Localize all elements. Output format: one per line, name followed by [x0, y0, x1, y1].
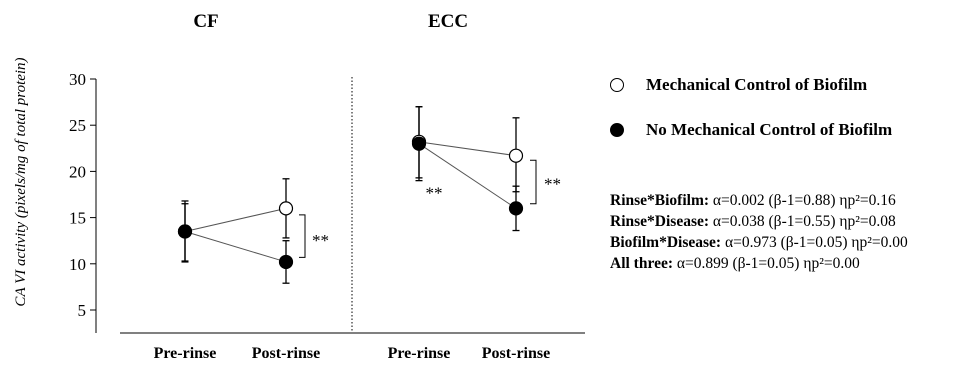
- significance-label: **: [426, 184, 443, 203]
- data-point-filled: [411, 136, 427, 151]
- series-line: [184, 207, 287, 232]
- x-tick-label: Pre-rinse: [388, 345, 451, 362]
- x-tick-label: Post-rinse: [482, 345, 550, 362]
- significance-bracket: [530, 159, 537, 205]
- legend-label-mechanical-control: Mechanical Control of Biofilm: [646, 75, 868, 94]
- data-point-filled: [177, 224, 193, 239]
- x-tick-label: Post-rinse: [252, 345, 320, 362]
- significance-label: **: [312, 231, 329, 250]
- y-axis-label-group: CA VI activity (pixels/mg of total prote…: [13, 57, 29, 306]
- data-point-filled: [278, 254, 294, 270]
- stat-term: Biofilm*Disease:: [610, 234, 722, 251]
- significance-bracket: [299, 214, 306, 258]
- plot-marks: CF Pre-rinse Post-rinse ECC Pre-rinse Post-ri…: [154, 11, 561, 362]
- y-tick-label: 30: [69, 70, 86, 89]
- series-line: [184, 230, 287, 263]
- open-circle-marker: [610, 78, 624, 92]
- data-point-filled: [508, 201, 524, 216]
- statistics-block: Rinse*Biofilm: α=0.002 (β-1=0.88) ηp²=0.…: [610, 190, 908, 274]
- legend-label-no-mechanical-control: No Mechanical Control of Biofilm: [646, 120, 893, 139]
- stat-term: Rinse*Disease:: [610, 213, 710, 230]
- data-point-open: [278, 201, 294, 216]
- y-axis-label: CA VI activity (pixels/mg of total prote…: [13, 57, 29, 306]
- stat-value: α=0.973 (β-1=0.05) ηp²=0.00: [721, 234, 908, 251]
- y-tick-label: 20: [69, 162, 86, 181]
- stat-all-three: All three: α=0.899 (β-1=0.05) ηp²=0.00: [610, 253, 908, 274]
- panel-title: CF: [193, 11, 218, 32]
- legend-item-no-mechanical-control: No Mechanical Control of Biofilm: [610, 119, 892, 141]
- series-line: [418, 143, 517, 209]
- legend: Mechanical Control of Biofilm No Mechani…: [610, 74, 892, 164]
- stat-value: α=0.002 (β-1=0.88) ηp²=0.16: [709, 192, 896, 209]
- stat-rinse-disease: Rinse*Disease: α=0.038 (β-1=0.55) ηp²=0.…: [610, 211, 908, 232]
- stat-biofilm-disease: Biofilm*Disease: α=0.973 (β-1=0.05) ηp²=…: [610, 232, 908, 253]
- filled-circle-marker: [610, 123, 624, 137]
- stat-value: α=0.899 (β-1=0.05) ηp²=0.00: [672, 255, 860, 272]
- stat-value: α=0.038 (β-1=0.55) ηp²=0.08: [709, 213, 896, 230]
- significance-label: **: [544, 174, 561, 193]
- series-line: [418, 141, 517, 157]
- x-tick-label: Pre-rinse: [154, 345, 217, 362]
- stat-rinse-biofilm: Rinse*Biofilm: α=0.002 (β-1=0.88) ηp²=0.…: [610, 190, 908, 211]
- y-tick-label: 15: [69, 209, 86, 228]
- data-point-open: [508, 148, 524, 163]
- y-tick-label: 5: [78, 301, 87, 320]
- legend-item-mechanical-control: Mechanical Control of Biofilm: [610, 74, 892, 96]
- stat-term: All three:: [610, 255, 673, 272]
- axes: 5 10 15 20 25 30: [69, 70, 585, 334]
- y-tick-label: 10: [69, 255, 86, 274]
- stat-term: Rinse*Biofilm:: [610, 192, 710, 209]
- y-tick-label: 25: [69, 116, 86, 135]
- panel-title: ECC: [428, 11, 468, 32]
